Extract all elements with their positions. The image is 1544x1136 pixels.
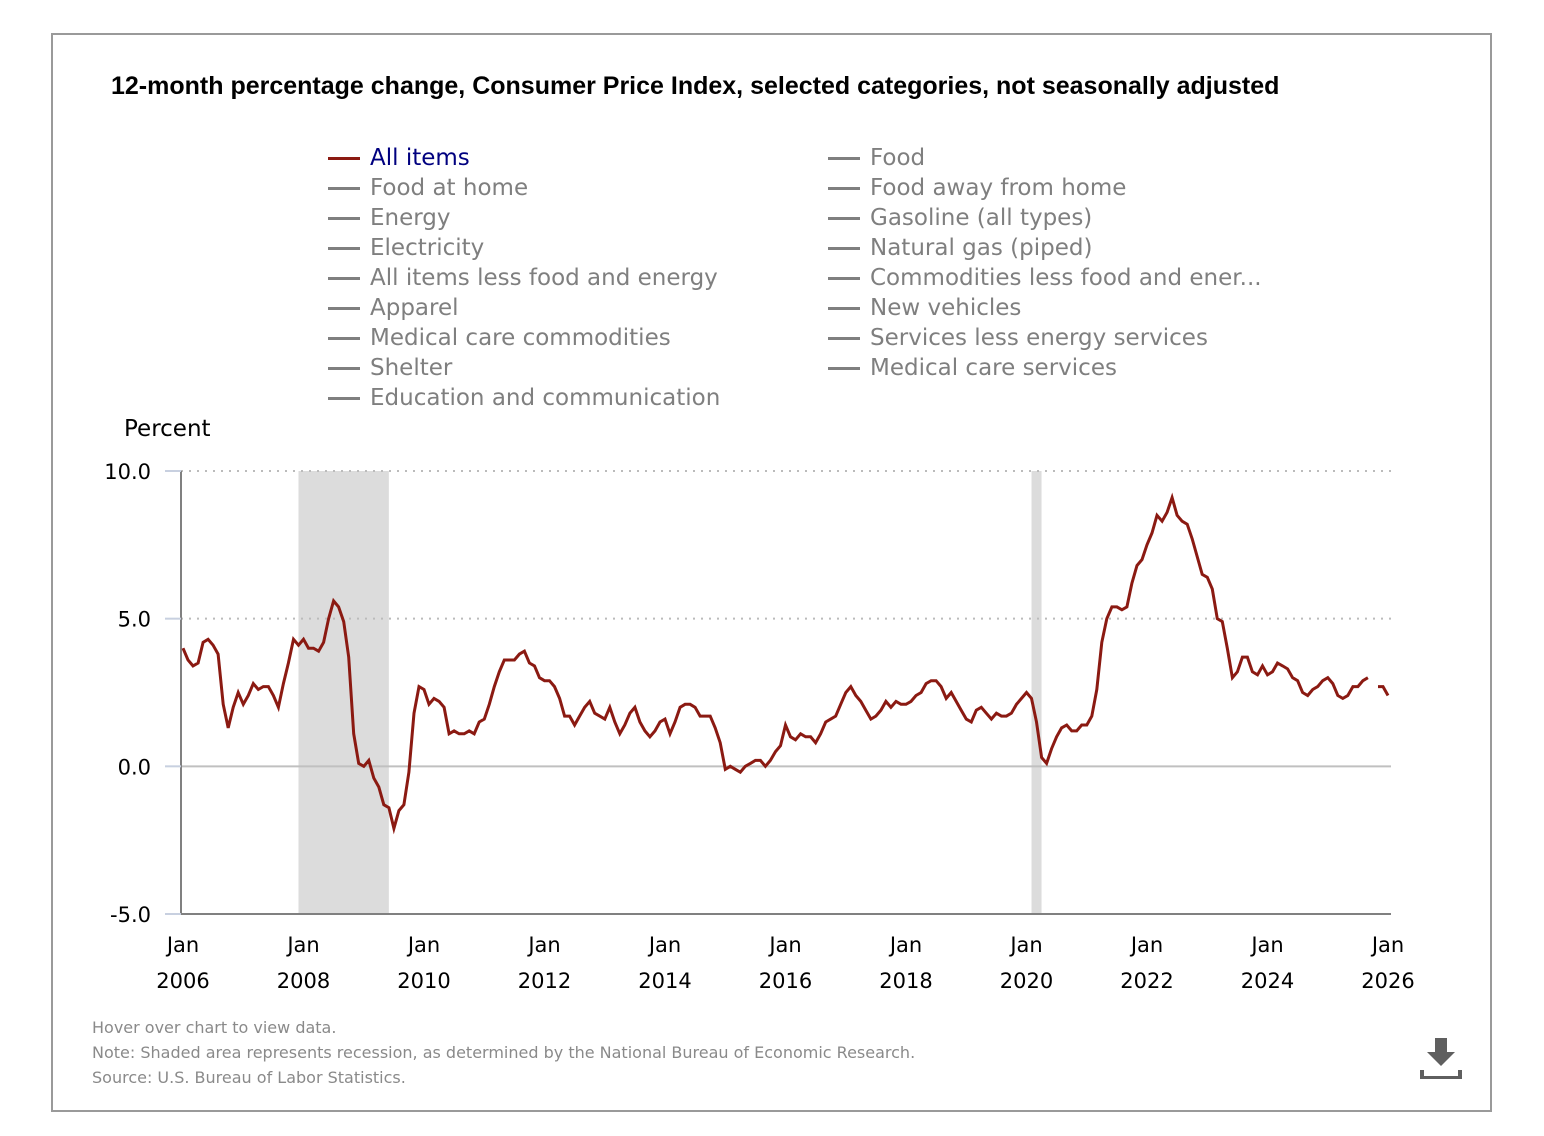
x-tick-label-year: 2012 — [518, 969, 571, 993]
series-line-all-items[interactable] — [181, 492, 1369, 835]
legend-line-icon — [828, 246, 860, 250]
y-tick-label: 5.0 — [118, 608, 151, 632]
legend-line-icon — [328, 156, 360, 160]
legend-item[interactable]: All items — [328, 143, 470, 173]
legend-item[interactable]: Natural gas (piped) — [828, 233, 1092, 263]
legend-label: Food away from home — [870, 175, 1127, 201]
legend-label: Apparel — [370, 295, 459, 321]
legend-line-icon — [828, 306, 860, 310]
download-icon — [1420, 1038, 1462, 1079]
legend-line-icon — [828, 216, 860, 220]
legend-item[interactable]: Food at home — [328, 173, 528, 203]
legend-line-icon — [328, 276, 360, 280]
legend-line-icon — [328, 306, 360, 310]
x-tick-label-month: Jan — [1370, 933, 1404, 957]
legend-label: All items less food and energy — [370, 265, 718, 291]
recession-shade — [1031, 471, 1042, 914]
legend-line-icon — [328, 366, 360, 370]
x-tick-label-month: Jan — [647, 933, 681, 957]
chart-title: 12-month percentage change, Consumer Pri… — [111, 72, 1280, 100]
x-tick-label-year: 2018 — [879, 969, 932, 993]
recession-note: Note: Shaded area represents recession, … — [92, 1043, 916, 1062]
legend-line-icon — [828, 336, 860, 340]
x-tick-label-year: 2020 — [1000, 969, 1053, 993]
legend-line-icon — [828, 276, 860, 280]
legend-item[interactable]: Food away from home — [828, 173, 1126, 203]
x-tick-label-month: Jan — [1249, 933, 1283, 957]
legend-item[interactable]: Medical care commodities — [328, 323, 671, 353]
legend-line-icon — [328, 336, 360, 340]
legend-line-icon — [328, 246, 360, 250]
legend-line-icon — [328, 216, 360, 220]
legend-item[interactable]: Electricity — [328, 233, 484, 263]
y-axis-label: Percent — [124, 416, 211, 442]
source-note: Source: U.S. Bureau of Labor Statistics. — [92, 1068, 406, 1087]
x-tick-label-year: 2010 — [397, 969, 450, 993]
x-tick-label-month: Jan — [767, 933, 801, 957]
legend-item[interactable]: Services less energy services — [828, 323, 1208, 353]
legend-label: Medical care commodities — [370, 325, 671, 351]
chart-footer: Hover over chart to view data. Note: Sha… — [92, 1015, 915, 1090]
legend-item[interactable]: Medical care services — [828, 353, 1117, 383]
legend-line-icon — [828, 156, 860, 160]
legend-label: Food — [870, 145, 926, 171]
chart-container — [51, 33, 1492, 1112]
x-tick-label-month: Jan — [1008, 933, 1042, 957]
legend-line-icon — [828, 186, 860, 190]
legend-item[interactable]: Gasoline (all types) — [828, 203, 1092, 233]
x-tick-label-year: 2026 — [1361, 969, 1414, 993]
x-tick-label-year: 2008 — [277, 969, 330, 993]
legend-label: New vehicles — [870, 295, 1022, 321]
legend-item[interactable]: Education and communication — [328, 383, 720, 413]
legend-line-icon — [828, 366, 860, 370]
recession-shade — [298, 471, 389, 914]
legend-line-icon — [328, 396, 360, 400]
legend-label: Education and communication — [370, 385, 721, 411]
x-tick-label-year: 2022 — [1120, 969, 1173, 993]
legend-label: Services less energy services — [870, 325, 1208, 351]
x-tick-label-month: Jan — [888, 933, 922, 957]
download-button[interactable] — [1418, 1036, 1464, 1082]
x-tick-label-year: 2006 — [156, 969, 209, 993]
legend-item[interactable]: Commodities less food and ener... — [828, 263, 1262, 293]
legend-item[interactable]: Shelter — [328, 353, 452, 383]
x-tick-label-month: Jan — [165, 933, 199, 957]
series-line-all-items[interactable] — [1378, 685, 1390, 697]
legend-label: All items — [370, 145, 470, 171]
x-tick-label-month: Jan — [406, 933, 440, 957]
legend-item[interactable]: Energy — [328, 203, 451, 233]
x-tick-label-year: 2014 — [638, 969, 691, 993]
legend-label: Natural gas (piped) — [870, 235, 1093, 261]
y-tick-label: 10.0 — [104, 460, 151, 484]
x-tick-label-month: Jan — [1129, 933, 1163, 957]
legend-label: Shelter — [370, 355, 453, 381]
x-tick-label-year: 2024 — [1241, 969, 1294, 993]
legend-label: Electricity — [370, 235, 485, 261]
legend-item[interactable]: Apparel — [328, 293, 459, 323]
hover-hint: Hover over chart to view data. — [92, 1018, 337, 1037]
legend-item[interactable]: All items less food and energy — [328, 263, 718, 293]
legend-label: Energy — [370, 205, 451, 231]
legend-label: Food at home — [370, 175, 529, 201]
legend-item[interactable]: Food — [828, 143, 925, 173]
legend-label: Medical care services — [870, 355, 1117, 381]
y-tick-label: -5.0 — [110, 903, 151, 927]
legend-item[interactable]: New vehicles — [828, 293, 1021, 323]
x-tick-label-year: 2016 — [759, 969, 812, 993]
x-tick-label-month: Jan — [285, 933, 319, 957]
y-tick-label: 0.0 — [118, 755, 151, 779]
legend-label: Commodities less food and ener... — [870, 265, 1262, 291]
legend-line-icon — [328, 186, 360, 190]
x-tick-label-month: Jan — [526, 933, 560, 957]
legend-label: Gasoline (all types) — [870, 205, 1093, 231]
